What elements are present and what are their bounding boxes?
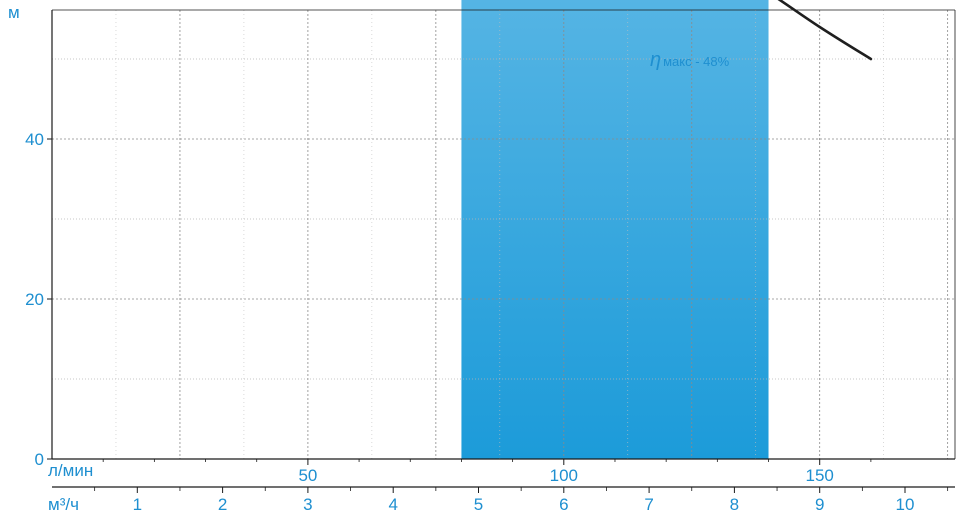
lpm-tick-label: 50	[298, 466, 317, 485]
m3h-tick-label: 2	[218, 495, 227, 514]
lpm-tick-label: 100	[550, 466, 578, 485]
m3h-tick-label: 5	[474, 495, 483, 514]
chart-grid	[52, 10, 955, 459]
labels: ASP(T)7B-210-100BEASP(T)7B-160-100BEASP(…	[650, 49, 730, 71]
lpm-tick-label: 150	[806, 466, 834, 485]
m3h-tick-label: 7	[644, 495, 653, 514]
efficiency-symbol: η	[650, 49, 661, 71]
y-tick-label: 40	[25, 130, 44, 149]
y-unit-label: м	[8, 3, 20, 22]
m3h-tick-label: 6	[559, 495, 568, 514]
m3h-tick-label: 9	[815, 495, 824, 514]
m3h-tick-label: 8	[730, 495, 739, 514]
y-tick-label: 20	[25, 290, 44, 309]
m3h-tick-label: 10	[896, 495, 915, 514]
optimal-range-band	[461, 0, 769, 459]
axes: 020406080100120140160180200220240260м501…	[8, 3, 956, 514]
optimal-range-rect	[461, 0, 769, 459]
m3h-tick-label: 3	[303, 495, 312, 514]
efficiency-label: η макс - 48%	[650, 49, 730, 71]
m3h-tick-label: 4	[388, 495, 397, 514]
m3h-tick-label: 1	[133, 495, 142, 514]
efficiency-text: макс - 48%	[663, 54, 730, 69]
m3h-unit-label: м³/ч	[48, 495, 79, 514]
lpm-unit-label: л/мин	[48, 461, 93, 480]
y-tick-label: 0	[35, 450, 44, 469]
